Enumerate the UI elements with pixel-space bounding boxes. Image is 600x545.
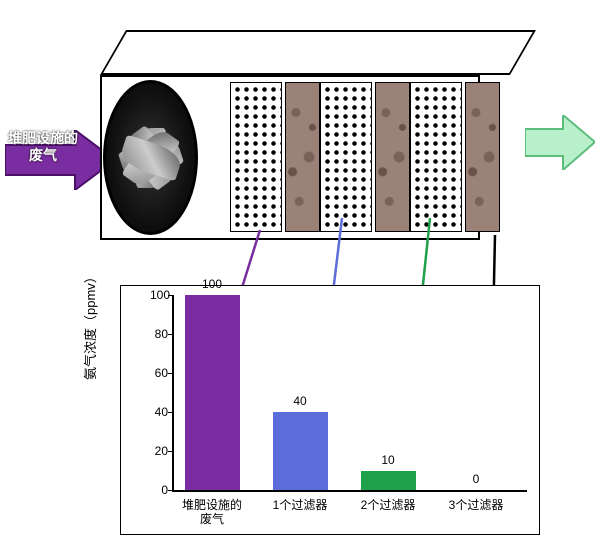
chart-bar-value: 100 bbox=[202, 277, 222, 291]
filter-media bbox=[465, 82, 500, 232]
fan bbox=[103, 80, 198, 235]
mesh-pattern bbox=[411, 83, 461, 231]
mesh-panel bbox=[230, 82, 282, 232]
chart-ytick-label: 20 bbox=[150, 444, 168, 458]
chart-ytick-label: 40 bbox=[150, 405, 168, 419]
chart-ytick-mark bbox=[168, 451, 173, 452]
diagram-container: { "inlet": {"label": "堆肥设施的\n废气", "arrow… bbox=[0, 0, 600, 545]
chart-ylabel: 氨气浓度（ppmv） bbox=[80, 270, 99, 380]
chart-ytick-mark bbox=[168, 490, 173, 491]
mesh-panel bbox=[320, 82, 372, 232]
filter-media bbox=[375, 82, 410, 232]
chart-category-label: 2个过滤器 bbox=[361, 498, 416, 512]
mesh-pattern bbox=[321, 83, 371, 231]
inlet-label-text: 堆肥设施的废气 bbox=[8, 130, 78, 163]
chart-category-label: 1个过滤器 bbox=[273, 498, 328, 512]
chart-ytick-mark bbox=[168, 334, 173, 335]
chart-ytick-mark bbox=[168, 412, 173, 413]
filter-media bbox=[285, 82, 320, 232]
chart-ytick-mark bbox=[168, 373, 173, 374]
chart-bar-value: 0 bbox=[473, 472, 480, 486]
outlet-arrow bbox=[525, 115, 595, 170]
chart-y-axis bbox=[172, 295, 174, 490]
chart-x-axis bbox=[172, 490, 527, 492]
chart-ytick-mark bbox=[168, 295, 173, 296]
chart-bar-value: 40 bbox=[293, 394, 306, 408]
inlet-label: 堆肥设施的废气 bbox=[8, 130, 78, 164]
mesh-panel bbox=[410, 82, 462, 232]
chart-ytick-label: 100 bbox=[150, 288, 168, 302]
mesh-pattern bbox=[231, 83, 281, 231]
chart-category-label: 3个过滤器 bbox=[449, 498, 504, 512]
chart-bar bbox=[273, 412, 328, 490]
chart-bar-value: 10 bbox=[381, 453, 394, 467]
chart-bar bbox=[361, 471, 416, 491]
filter-unit bbox=[100, 30, 510, 240]
chart-category-label: 堆肥设施的废气 bbox=[182, 498, 242, 527]
chart-ytick-label: 60 bbox=[150, 366, 168, 380]
chart-ytick-label: 80 bbox=[150, 327, 168, 341]
unit-top bbox=[100, 30, 536, 75]
chart-ytick-label: 0 bbox=[150, 483, 168, 497]
chart-bar bbox=[185, 295, 240, 490]
